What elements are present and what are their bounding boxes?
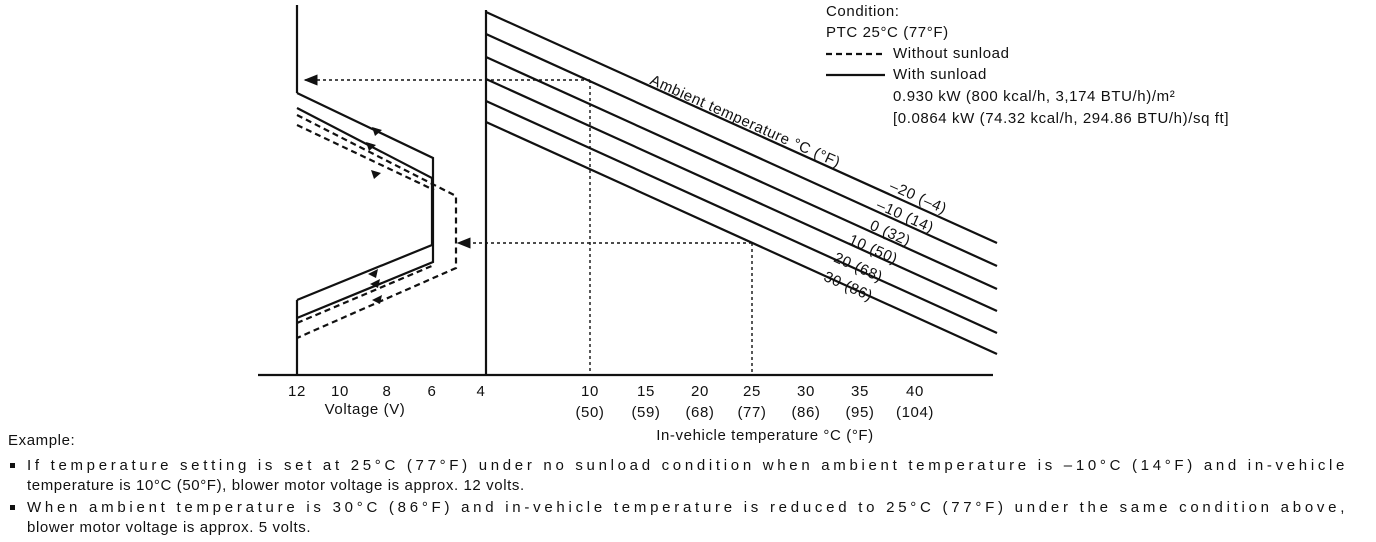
temp-tick-label-f: (68) bbox=[685, 404, 714, 421]
legend bbox=[826, 52, 885, 77]
ambient-line bbox=[485, 55, 998, 291]
legend-title: Condition: bbox=[826, 3, 900, 20]
arrows bbox=[366, 127, 382, 304]
legend-with: With sunload bbox=[893, 66, 987, 83]
temp-tick-label: 30 bbox=[797, 383, 815, 400]
axes bbox=[258, 5, 993, 377]
ambient-line bbox=[485, 32, 998, 268]
example-text: If temperature setting is set at 25°C (7… bbox=[27, 457, 1345, 474]
bullet bbox=[10, 505, 15, 510]
ambient-line bbox=[485, 120, 998, 356]
voltage-tick-label: 6 bbox=[428, 383, 437, 400]
no-sunload-curve bbox=[296, 114, 458, 340]
legend-sunload: [0.0864 kW (74.32 kcal/h, 294.86 BTU/h)/… bbox=[893, 110, 1229, 127]
temp-tick-label: 40 bbox=[906, 383, 924, 400]
legend-without: Without sunload bbox=[893, 45, 1010, 62]
bullet bbox=[10, 463, 15, 468]
temp-tick-label-f: (95) bbox=[845, 404, 874, 421]
example-text: temperature is 10°C (50°F), blower motor… bbox=[27, 477, 525, 494]
sunload-curve bbox=[296, 92, 435, 320]
example-text: When ambient temperature is 30°C (86°F) … bbox=[27, 499, 1345, 516]
voltage-tick-label: 8 bbox=[383, 383, 392, 400]
example-title: Example: bbox=[8, 432, 75, 449]
ambient-line bbox=[485, 99, 998, 335]
voltage-tick-label: 4 bbox=[477, 383, 486, 400]
legend-condition: PTC 25°C (77°F) bbox=[826, 24, 949, 41]
hysteresis bbox=[296, 92, 458, 340]
legend-sunload: 0.930 kW (800 kcal/h, 3,174 BTU/h)/m² bbox=[893, 88, 1175, 105]
temp-axis-title: In-vehicle temperature °C (°F) bbox=[656, 427, 874, 444]
sunload-curve bbox=[296, 107, 434, 302]
temp-tick-label-f: (77) bbox=[737, 404, 766, 421]
ambient-lines bbox=[485, 10, 998, 356]
ambient-line bbox=[485, 77, 998, 313]
ambient-line bbox=[485, 10, 998, 245]
temp-tick-label: 25 bbox=[743, 383, 761, 400]
temp-tick-label: 15 bbox=[637, 383, 655, 400]
voltage-axis-title: Voltage (V) bbox=[325, 401, 406, 418]
temp-tick-label-f: (86) bbox=[791, 404, 820, 421]
example-text: blower motor voltage is approx. 5 volts. bbox=[27, 519, 311, 536]
example-guides bbox=[303, 74, 753, 375]
temp-tick-label-f: (50) bbox=[575, 404, 604, 421]
voltage-tick-label: 10 bbox=[331, 383, 349, 400]
temp-tick-label: 10 bbox=[581, 383, 599, 400]
temp-tick-label-f: (104) bbox=[896, 404, 934, 421]
no-sunload-curve bbox=[296, 124, 435, 325]
voltage-tick-label: 12 bbox=[288, 383, 306, 400]
temp-tick-label-f: (59) bbox=[631, 404, 660, 421]
temp-tick-label: 20 bbox=[691, 383, 709, 400]
temp-tick-label: 35 bbox=[851, 383, 869, 400]
